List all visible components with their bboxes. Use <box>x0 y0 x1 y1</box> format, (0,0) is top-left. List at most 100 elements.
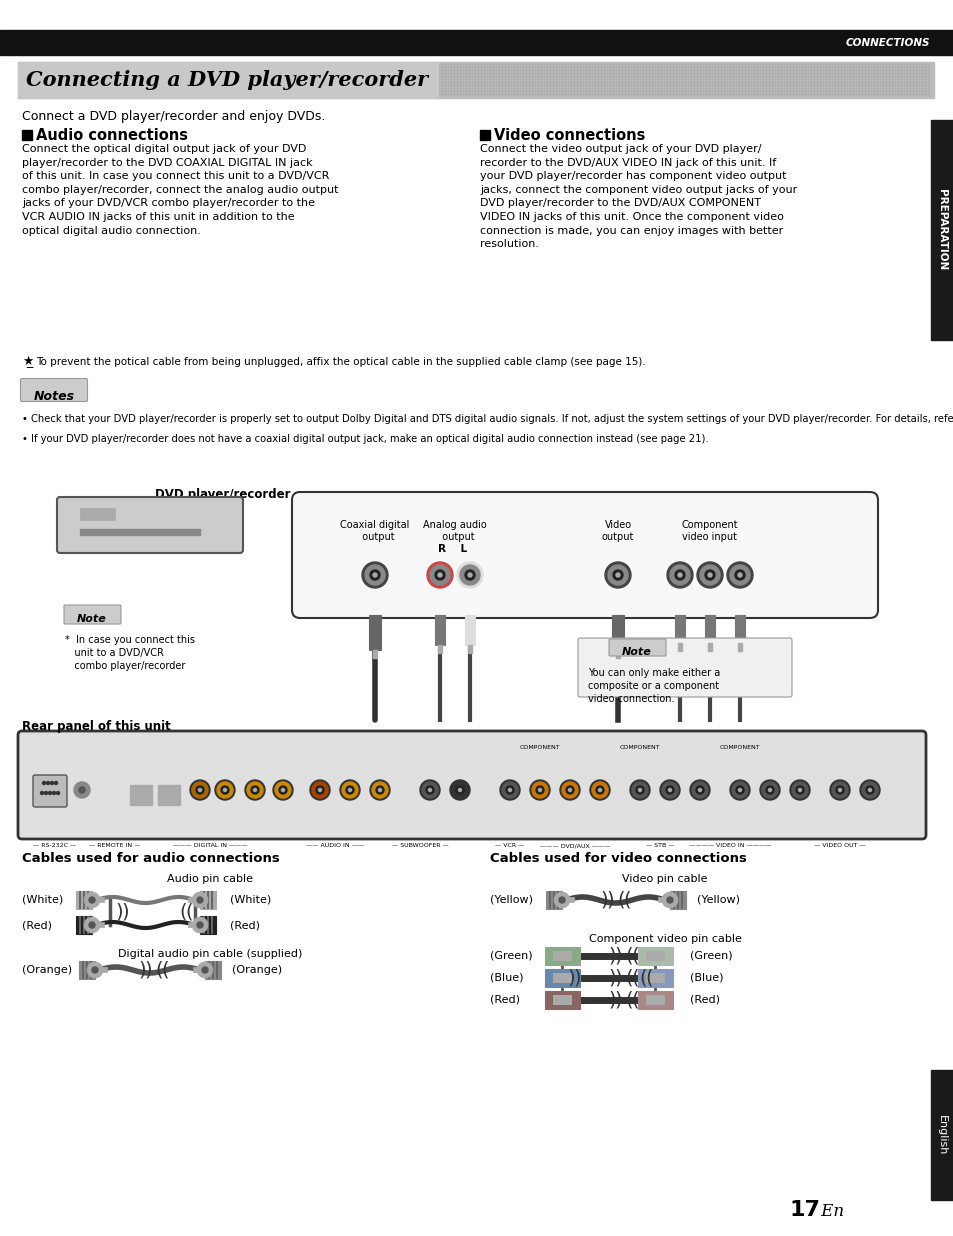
Text: ): ) <box>614 947 621 965</box>
Bar <box>645 995 664 1005</box>
Text: ): ) <box>614 990 621 1010</box>
Circle shape <box>629 780 649 800</box>
Text: English: English <box>936 1115 946 1156</box>
Text: (: ( <box>624 947 632 965</box>
Circle shape <box>738 789 740 791</box>
Bar <box>464 616 475 645</box>
Circle shape <box>361 562 388 588</box>
Bar <box>561 897 574 902</box>
Circle shape <box>192 917 208 933</box>
Circle shape <box>195 786 204 794</box>
Text: Component video pin cable: Component video pin cable <box>588 934 740 944</box>
Circle shape <box>221 786 229 794</box>
Bar <box>658 897 669 902</box>
Bar <box>215 962 218 979</box>
Circle shape <box>592 782 607 798</box>
Circle shape <box>729 565 749 585</box>
Bar <box>553 995 572 1005</box>
Text: DVD player/recorder: DVD player/recorder <box>154 488 291 501</box>
Circle shape <box>452 782 468 798</box>
Circle shape <box>456 562 482 588</box>
Bar <box>87 916 89 934</box>
Bar <box>87 891 89 908</box>
Circle shape <box>430 565 450 585</box>
Circle shape <box>216 782 233 798</box>
Circle shape <box>437 574 441 577</box>
Bar <box>369 616 380 650</box>
Text: — STB —: — STB — <box>645 843 674 848</box>
Circle shape <box>661 782 678 798</box>
Circle shape <box>862 782 877 798</box>
Circle shape <box>370 780 390 800</box>
Circle shape <box>666 897 672 904</box>
Circle shape <box>247 782 263 798</box>
Text: (: ( <box>154 960 162 979</box>
Circle shape <box>726 562 752 588</box>
Circle shape <box>341 782 357 798</box>
Text: Connect a DVD player/recorder and enjoy DVDs.: Connect a DVD player/recorder and enjoy … <box>22 110 325 124</box>
FancyBboxPatch shape <box>57 497 243 552</box>
Circle shape <box>791 782 807 798</box>
Bar <box>76 916 91 934</box>
Text: (White): (White) <box>22 895 63 905</box>
Circle shape <box>251 786 258 794</box>
Circle shape <box>835 786 843 794</box>
Bar <box>22 130 32 140</box>
Circle shape <box>675 570 684 580</box>
Bar <box>158 785 180 805</box>
Circle shape <box>339 780 359 800</box>
Text: Cables used for audio connections: Cables used for audio connections <box>22 852 279 865</box>
Bar <box>738 643 741 651</box>
FancyBboxPatch shape <box>608 639 665 656</box>
Text: ——— DVD/AUX ———: ——— DVD/AUX ——— <box>539 843 610 848</box>
Circle shape <box>831 782 847 798</box>
Text: ): ) <box>144 960 152 979</box>
Text: (: ( <box>179 902 186 922</box>
Circle shape <box>192 892 208 908</box>
Bar <box>91 922 104 927</box>
Bar <box>90 962 91 979</box>
Bar <box>207 891 209 908</box>
Bar <box>86 962 88 979</box>
Bar <box>203 891 205 908</box>
Circle shape <box>731 782 747 798</box>
Bar <box>669 891 685 908</box>
Text: (Blue): (Blue) <box>490 973 523 983</box>
Circle shape <box>190 780 210 800</box>
Circle shape <box>87 962 103 978</box>
Text: Connect the optical digital output jack of your DVD
player/recorder to the DVD C: Connect the optical digital output jack … <box>22 145 338 236</box>
Bar <box>91 897 104 902</box>
Circle shape <box>829 780 849 800</box>
Circle shape <box>458 789 461 791</box>
Bar <box>616 650 619 658</box>
Bar <box>83 916 85 934</box>
Text: • If your DVD player/recorder does not have a coaxial digital output jack, make : • If your DVD player/recorder does not h… <box>22 434 708 444</box>
Text: (White): (White) <box>230 895 271 905</box>
FancyBboxPatch shape <box>578 638 791 697</box>
Bar <box>545 891 561 908</box>
Bar <box>435 616 444 645</box>
Circle shape <box>613 570 622 580</box>
Text: Rear panel of this unit: Rear panel of this unit <box>22 721 171 733</box>
Text: (Red): (Red) <box>22 920 52 929</box>
Circle shape <box>501 782 517 798</box>
Bar <box>208 962 210 979</box>
Bar <box>638 969 672 988</box>
Text: (: ( <box>624 990 632 1010</box>
Circle shape <box>668 789 671 791</box>
Circle shape <box>464 570 475 580</box>
Bar <box>557 891 558 908</box>
Circle shape <box>223 789 226 791</box>
Bar <box>677 891 679 908</box>
Circle shape <box>636 786 643 794</box>
Bar <box>638 947 672 965</box>
Circle shape <box>450 780 470 800</box>
Bar <box>672 891 675 908</box>
Text: You can only make either a
composite or a component
video connection.: You can only make either a composite or … <box>587 667 720 705</box>
Bar <box>76 891 91 908</box>
Bar <box>188 922 200 927</box>
Text: *  In case you connect this
   unit to a DVD/VCR
   combo player/recorder: * In case you connect this unit to a DVD… <box>65 635 194 671</box>
Circle shape <box>245 780 265 800</box>
Bar <box>680 891 682 908</box>
Circle shape <box>52 791 55 795</box>
